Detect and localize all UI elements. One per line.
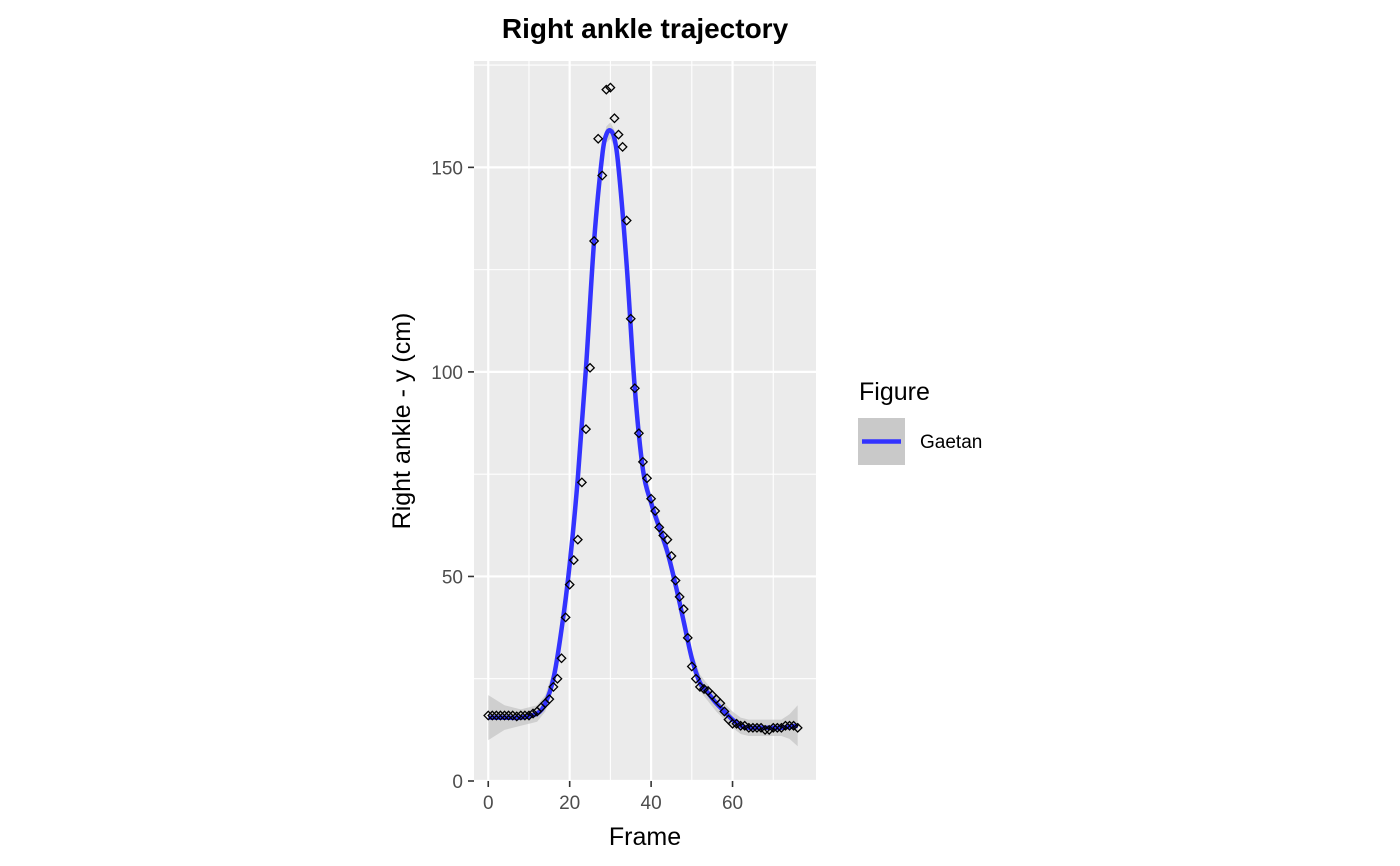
x-axis-ticks: 0 20 40 60 [483, 781, 743, 814]
data-point [625, 313, 636, 324]
data-point [523, 710, 535, 721]
data-point [621, 215, 632, 226]
data-point [527, 708, 539, 719]
data-point [629, 383, 640, 394]
data-point [515, 710, 526, 721]
y-axis-title: Right ankle - y (cm) [388, 313, 416, 530]
data-point [650, 505, 661, 517]
data-point [764, 724, 775, 735]
data-point [605, 82, 616, 93]
data-point [654, 522, 665, 533]
x-tick-label: 20 [559, 793, 580, 814]
data-point [613, 129, 624, 140]
data-point [593, 133, 604, 144]
data-point [792, 722, 803, 733]
legend-title: Figure [859, 378, 930, 406]
legend-label-gaetan: Gaetan [920, 432, 982, 453]
data-point [735, 720, 746, 731]
data-point [617, 141, 628, 153]
data-point [751, 722, 763, 733]
data-point [682, 632, 693, 643]
x-tick-label: 0 [483, 793, 494, 814]
data-point [556, 653, 567, 664]
legend: Figure Gaetan [858, 378, 982, 465]
data-point [670, 575, 681, 586]
data-point [637, 456, 649, 468]
data-point [743, 722, 754, 733]
data-point [768, 722, 779, 733]
data-point [601, 84, 612, 95]
data-point [633, 428, 645, 439]
data-point [552, 673, 563, 684]
data-point [641, 473, 653, 484]
data-point [584, 362, 596, 373]
data-point [678, 604, 689, 615]
data-point [548, 681, 559, 693]
data-point [503, 710, 514, 721]
data-point [666, 550, 677, 562]
data-point [759, 724, 771, 735]
data-point [662, 534, 673, 545]
data-points [483, 82, 803, 735]
data-point [511, 711, 522, 722]
x-tick-label: 40 [641, 793, 662, 814]
major-gridlines [474, 61, 816, 783]
data-point [727, 718, 738, 729]
data-point [544, 694, 555, 705]
data-point [776, 722, 787, 733]
data-point [784, 720, 795, 731]
data-point [483, 710, 494, 721]
y-axis-ticks: 0 50 100 150 [431, 158, 474, 793]
plot-panel [474, 61, 816, 781]
data-point [674, 591, 685, 603]
data-point [772, 722, 783, 733]
data-point [572, 534, 583, 545]
data-point [780, 720, 791, 731]
data-point [487, 710, 498, 721]
data-point [719, 706, 730, 717]
data-point [588, 235, 600, 247]
data-point [499, 710, 510, 721]
data-point [576, 477, 588, 488]
data-point [580, 424, 592, 435]
y-tick-label: 150 [431, 158, 463, 179]
data-point [597, 170, 608, 181]
y-tick-label: 100 [431, 363, 463, 384]
data-point [747, 722, 759, 733]
chart-title: Right ankle trajectory [502, 13, 789, 44]
data-point [560, 612, 571, 623]
data-point [715, 698, 726, 709]
y-tick-label: 50 [442, 567, 463, 588]
data-point [491, 710, 502, 721]
data-point [645, 493, 657, 504]
x-axis-title: Frame [609, 823, 681, 851]
data-point [564, 579, 575, 590]
data-point [519, 710, 531, 721]
data-point [686, 661, 697, 672]
data-point [690, 673, 702, 684]
data-point [609, 113, 620, 124]
x-tick-label: 60 [722, 793, 743, 814]
data-point [495, 710, 506, 721]
y-tick-label: 0 [452, 772, 463, 793]
data-point [568, 554, 579, 566]
